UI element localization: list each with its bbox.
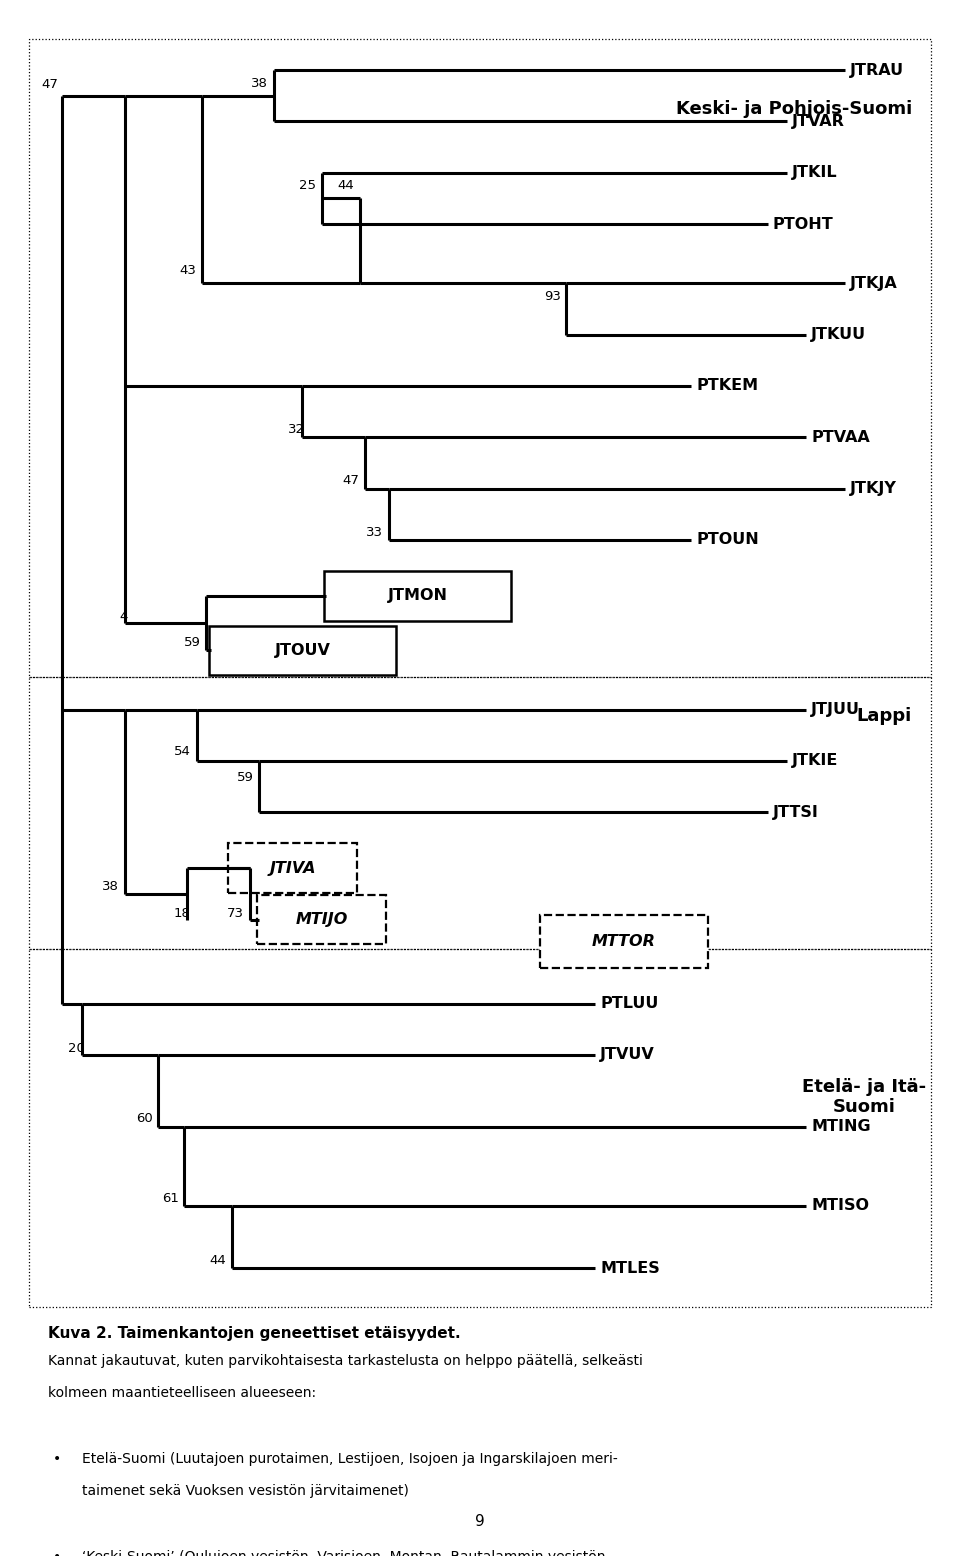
Text: PTLUU: PTLUU [600, 996, 659, 1011]
Text: Etelä- ja Itä-
Suomi: Etelä- ja Itä- Suomi [802, 1078, 926, 1116]
Text: 47: 47 [342, 475, 359, 487]
FancyBboxPatch shape [228, 843, 357, 893]
Text: PTVAA: PTVAA [811, 429, 870, 445]
Text: 25: 25 [299, 179, 316, 193]
Text: ‘Keski-Suomi’ (Oulujoen vesistön, Varisjoen, Montan, Rautalammin vesistön,: ‘Keski-Suomi’ (Oulujoen vesistön, Varisj… [82, 1550, 610, 1556]
Text: JTOUV: JTOUV [275, 643, 330, 658]
Text: MTING: MTING [811, 1119, 871, 1134]
Text: PTKEM: PTKEM [696, 378, 758, 394]
Text: 59: 59 [236, 770, 253, 784]
Text: 38: 38 [251, 76, 268, 90]
Text: Etelä-Suomi (Luutajoen purotaimen, Lestijoen, Isojoen ja Ingarskilajoen meri-: Etelä-Suomi (Luutajoen purotaimen, Lesti… [82, 1452, 617, 1466]
Text: PTOUN: PTOUN [696, 532, 758, 548]
Text: MTLES: MTLES [600, 1260, 660, 1276]
Text: 73: 73 [227, 907, 244, 920]
FancyBboxPatch shape [209, 626, 396, 675]
Text: Kuva 2. Taimenkantojen geneettiset etäisyydet.: Kuva 2. Taimenkantojen geneettiset etäis… [48, 1326, 461, 1341]
Text: 44: 44 [338, 179, 354, 193]
Text: 32: 32 [288, 423, 305, 436]
Text: 4: 4 [119, 610, 128, 624]
Text: MTIJO: MTIJO [296, 912, 348, 927]
Text: JTVUV: JTVUV [600, 1047, 655, 1063]
Text: JTKIE: JTKIE [792, 753, 838, 769]
Text: 47: 47 [41, 78, 59, 90]
Text: 20: 20 [67, 1043, 84, 1055]
Text: JTMON: JTMON [388, 588, 447, 604]
FancyBboxPatch shape [324, 571, 511, 621]
Text: JTRAU: JTRAU [850, 62, 903, 78]
Text: •: • [53, 1550, 61, 1556]
Text: MTTOR: MTTOR [592, 934, 656, 949]
Text: 9: 9 [475, 1514, 485, 1530]
Text: JTVAR: JTVAR [792, 114, 845, 129]
Text: Keski- ja Pohjois-Suomi: Keski- ja Pohjois-Suomi [676, 100, 912, 118]
Text: 60: 60 [136, 1113, 153, 1125]
Text: 18: 18 [173, 907, 190, 920]
Text: 44: 44 [210, 1254, 227, 1267]
Text: JTTSI: JTTSI [773, 804, 819, 820]
Text: 93: 93 [543, 289, 561, 303]
Text: JTIVA: JTIVA [270, 860, 316, 876]
Text: PTOHT: PTOHT [773, 216, 833, 232]
Text: 61: 61 [161, 1192, 179, 1204]
Text: taimenet sekä Vuoksen vesistön järvitaimenet): taimenet sekä Vuoksen vesistön järvitaim… [82, 1484, 408, 1498]
Text: JTKUU: JTKUU [811, 327, 866, 342]
Text: 43: 43 [179, 265, 196, 277]
Text: 33: 33 [366, 526, 383, 538]
Text: •: • [53, 1452, 61, 1466]
Text: JTKJY: JTKJY [850, 481, 897, 496]
Text: 38: 38 [102, 879, 119, 893]
Text: JTKJA: JTKJA [850, 275, 898, 291]
Text: JTJUU: JTJUU [811, 702, 860, 717]
FancyBboxPatch shape [540, 915, 708, 968]
Text: 54: 54 [174, 745, 191, 758]
Text: Lappi: Lappi [856, 706, 912, 725]
Text: MTISO: MTISO [811, 1198, 869, 1214]
Text: kolmeen maantieteelliseen alueeseen:: kolmeen maantieteelliseen alueeseen: [48, 1386, 316, 1400]
Text: JTKIL: JTKIL [792, 165, 838, 180]
Text: 59: 59 [183, 636, 201, 649]
FancyBboxPatch shape [257, 895, 386, 944]
Text: Kannat jakautuvat, kuten parvikohtaisesta tarkastelusta on helppo päätellä, selk: Kannat jakautuvat, kuten parvikohtaisest… [48, 1354, 643, 1368]
